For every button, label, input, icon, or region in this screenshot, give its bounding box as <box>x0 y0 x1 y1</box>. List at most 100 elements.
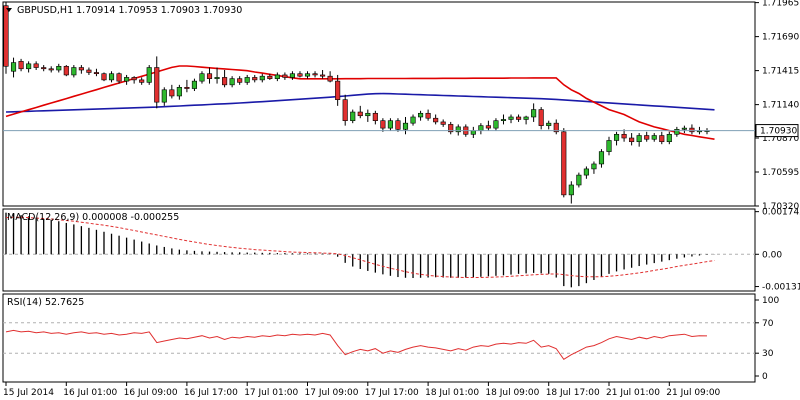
candle-body <box>139 79 145 83</box>
macd-panel-frame <box>2 208 756 292</box>
candle <box>222 70 228 88</box>
candle <box>71 65 77 78</box>
candle <box>546 120 552 130</box>
candle-body <box>606 140 612 152</box>
candle <box>274 72 280 82</box>
candle-body <box>191 80 198 89</box>
price-tick-label: 1.71690 <box>762 33 799 43</box>
moving-averages <box>5 65 715 140</box>
macd-signal-polyline <box>5 216 715 278</box>
candle <box>629 133 635 146</box>
candle <box>681 125 687 134</box>
candle <box>515 114 522 122</box>
price-tick-label: 1.70595 <box>762 168 799 178</box>
candle-body <box>674 129 680 135</box>
candle-body <box>146 67 152 83</box>
candle <box>342 94 348 126</box>
candle <box>613 131 620 146</box>
current-price-label: 1.70930 <box>760 127 797 137</box>
candle <box>169 84 175 99</box>
candle-body <box>365 112 371 117</box>
candle <box>659 131 665 145</box>
candle <box>380 118 386 132</box>
candle-body <box>500 119 507 121</box>
candle <box>448 121 454 135</box>
rsi-line <box>5 329 708 360</box>
candle-body <box>546 122 552 126</box>
candle <box>252 74 258 83</box>
rsi-axis: 100 70 30 0 <box>3 296 779 382</box>
candle <box>289 71 295 80</box>
candle-body <box>561 131 567 196</box>
candle <box>297 71 303 78</box>
candle <box>48 66 54 73</box>
rsi-panel[interactable]: 100 70 30 0 RSI(14) 52.7625 <box>2 293 779 383</box>
candle <box>93 68 100 77</box>
slow-moving-average-line <box>5 92 715 113</box>
candle <box>440 119 446 127</box>
candle-body <box>274 74 280 79</box>
candle <box>402 116 409 135</box>
price-tick-label: 1.71965 <box>762 0 799 9</box>
candle-body <box>184 87 190 89</box>
candle-body <box>651 135 657 140</box>
candle <box>395 118 401 132</box>
candle <box>320 70 326 79</box>
time-tick-label: 16 Jul 09:00 <box>124 388 178 398</box>
candle <box>350 109 356 124</box>
candle-body <box>206 73 213 79</box>
candle-body <box>395 120 401 130</box>
current-price-tag <box>755 124 799 138</box>
fast-moving-average-line <box>5 65 715 140</box>
candle-body <box>93 72 100 75</box>
candle-body <box>598 151 605 165</box>
candle-body <box>372 112 378 121</box>
candle-body <box>576 174 582 186</box>
candle <box>500 114 507 125</box>
macd-tick-label: -0.001318 <box>762 283 800 293</box>
candle <box>139 77 145 85</box>
price-axis: 1.71965 1.71690 1.71415 1.71140 1.70870 1.705… <box>755 0 799 212</box>
macd-signal-line <box>5 216 715 278</box>
candle <box>598 149 605 168</box>
candle <box>365 109 371 122</box>
candle <box>3 2 9 74</box>
candle-body <box>523 116 529 120</box>
candle-body <box>538 109 544 126</box>
price-tick-label: 1.70320 <box>762 202 799 212</box>
macd-panel[interactable]: 0.001742 0.00 -0.001318 MACD(12,26,9) 0.00… <box>2 208 800 293</box>
candle <box>689 124 695 135</box>
candle-body <box>418 112 424 118</box>
rsi-tick-label: 30 <box>762 349 774 359</box>
time-tick-label: 21 Jul 09:00 <box>666 388 720 398</box>
candle-body <box>161 89 167 103</box>
candle <box>86 67 92 75</box>
candle-body <box>176 87 182 97</box>
price-tick-label: 1.70870 <box>762 134 799 144</box>
candle-body <box>3 5 9 67</box>
candle-body <box>327 75 333 82</box>
candle-body <box>169 89 175 97</box>
time-tick-label: 18 Jul 09:00 <box>485 388 539 398</box>
candle <box>101 72 107 82</box>
candle-body <box>26 63 32 70</box>
triangle-down-icon[interactable] <box>6 8 12 12</box>
candle <box>146 65 152 85</box>
candle <box>455 124 461 136</box>
candle <box>621 129 627 142</box>
candle-body <box>583 168 589 176</box>
price-panel[interactable]: 1.71965 1.71690 1.71415 1.71140 1.70870 1.705… <box>2 0 799 212</box>
candle-body <box>531 109 537 118</box>
candle-body <box>613 133 620 141</box>
candle <box>63 65 69 77</box>
candle-body <box>124 77 130 82</box>
candle <box>304 71 311 79</box>
time-tick-label: 16 Jul 17:00 <box>184 388 238 398</box>
candle-body <box>214 77 220 79</box>
candle <box>561 128 567 198</box>
candle <box>651 133 657 142</box>
candle-body <box>154 67 160 103</box>
candle-body <box>18 61 24 70</box>
candle-body <box>10 62 17 72</box>
candle-body <box>116 73 122 82</box>
